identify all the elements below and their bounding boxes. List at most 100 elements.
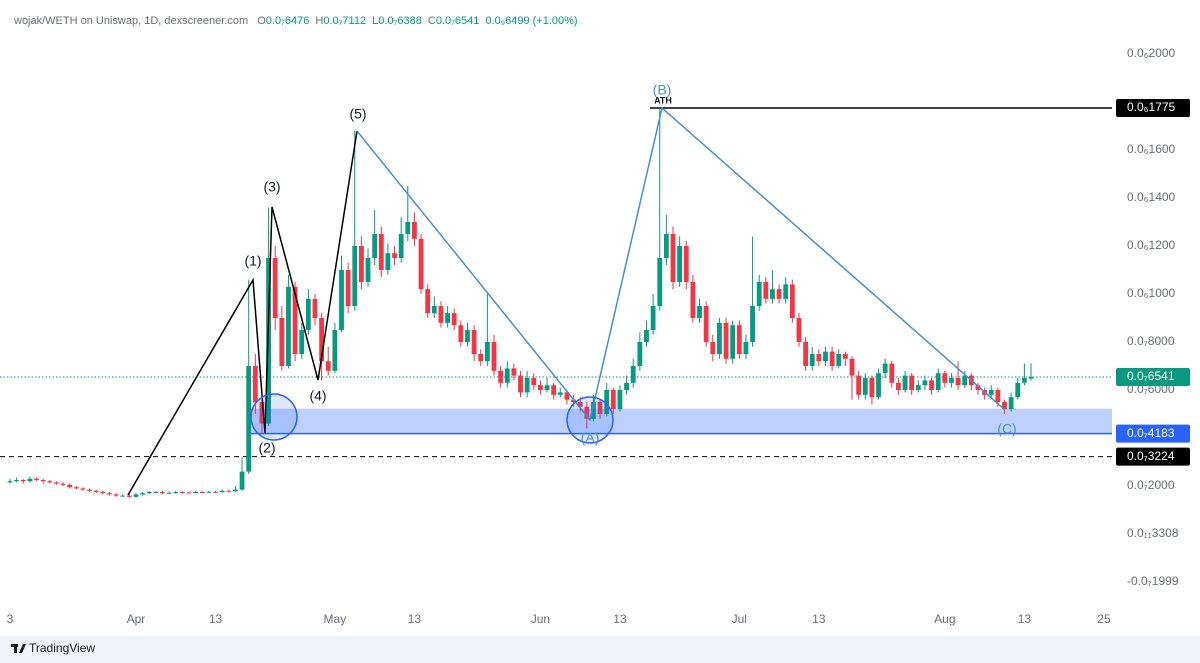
candle-body — [226, 490, 232, 492]
candle-body — [803, 342, 808, 367]
candle-body — [252, 366, 258, 403]
ohlc-key: C — [428, 15, 436, 27]
candle-body — [710, 342, 716, 355]
y-tick-label: 0.0₆1400 — [1127, 190, 1176, 204]
price-label-box — [1116, 424, 1190, 443]
candle-body — [876, 373, 881, 398]
candle-body — [723, 322, 729, 359]
candle-body — [398, 234, 404, 259]
candle-body — [358, 246, 364, 283]
candle-body — [650, 306, 656, 331]
candle-body — [279, 318, 285, 367]
wave-label: (3) — [263, 179, 280, 195]
x-tick-label: Jul — [732, 612, 747, 626]
candle-body — [206, 491, 212, 493]
candle-body — [385, 253, 391, 271]
candle-body — [14, 480, 20, 482]
candle-body — [789, 284, 795, 319]
wave-label: (5) — [349, 106, 366, 122]
candle-body — [776, 289, 782, 299]
candle-body — [47, 481, 53, 483]
footer-bar — [0, 636, 1200, 663]
candle-body — [644, 330, 649, 343]
candle-body — [730, 325, 736, 359]
candle-body — [909, 375, 915, 391]
y-tick-label: -0.0₇1999 — [1127, 574, 1179, 588]
candle-body — [524, 378, 530, 393]
candle-body — [1015, 382, 1021, 398]
brand-logo — [11, 644, 26, 653]
candle-body — [93, 490, 99, 493]
candle-body — [504, 368, 510, 383]
candle-body — [862, 378, 868, 395]
candle-body — [133, 494, 139, 497]
candle-body — [412, 222, 417, 239]
candle-body — [889, 363, 895, 383]
candle-body — [173, 492, 179, 494]
candle-body — [339, 270, 344, 331]
candle-body — [518, 375, 523, 393]
candle-body — [683, 246, 689, 283]
impulse-wave — [127, 130, 358, 496]
candle-body — [352, 246, 358, 307]
candle-body — [272, 258, 278, 319]
candle-body — [955, 378, 961, 386]
x-tick-label: 25 — [1097, 612, 1111, 626]
candle-body — [7, 481, 13, 483]
candle-body — [27, 478, 33, 482]
candle-body — [584, 406, 590, 419]
price-label: 0.0₇3224 — [1127, 449, 1175, 463]
wave-label: (2) — [258, 440, 275, 456]
candle-body — [126, 495, 132, 497]
candle-body — [418, 238, 424, 290]
candle-body — [975, 385, 981, 391]
candle-body — [160, 492, 165, 494]
wave-drawings — [127, 106, 1006, 496]
candle-body — [902, 375, 908, 391]
x-tick-label: Jun — [531, 612, 550, 626]
candle-body — [823, 351, 828, 362]
candle-body — [392, 253, 397, 259]
candle-body — [942, 373, 948, 383]
candle-body — [571, 399, 576, 403]
candle-body — [372, 234, 378, 259]
candle-body — [690, 282, 696, 319]
ohlc-value: 0.0₇6476 — [266, 15, 310, 27]
logo-part — [19, 644, 26, 653]
candle-body — [319, 318, 325, 362]
candle-body — [186, 492, 192, 494]
candle-body — [770, 289, 775, 299]
wave-label: (A) — [581, 430, 600, 446]
candle-body — [577, 402, 583, 407]
support-zone — [250, 408, 1112, 434]
candle-body — [292, 286, 298, 355]
candle-body — [113, 494, 119, 496]
candle-body — [829, 351, 835, 367]
x-tick-label: 13 — [209, 612, 223, 626]
highlight-circle — [566, 396, 614, 444]
candle-body — [717, 322, 722, 355]
y-tick-label: 0.0₇8000 — [1127, 334, 1175, 348]
candle-body — [703, 306, 709, 343]
candle-body — [438, 306, 444, 323]
candle-body — [531, 378, 537, 386]
candle-body — [40, 480, 46, 482]
candle-body — [445, 313, 450, 323]
price-label-box — [1116, 447, 1190, 466]
price-label: 0.0₇4183 — [1127, 426, 1175, 440]
y-tick-label: 0.0₆1000 — [1127, 286, 1176, 300]
candle-body — [995, 390, 1001, 403]
candle-body — [120, 495, 126, 497]
candle-body — [259, 402, 265, 424]
candle-body — [239, 471, 245, 490]
candle-body — [617, 390, 623, 410]
candle-body — [484, 342, 490, 362]
candle-body — [869, 378, 875, 398]
price-label-box — [1116, 368, 1190, 387]
ohlc-value: 0.0₇6541 — [436, 15, 480, 27]
candle-body — [246, 366, 252, 472]
y-tick-label: 0.0₆1600 — [1127, 142, 1176, 156]
candle-body — [107, 493, 112, 495]
x-tick-label: 13 — [1018, 612, 1032, 626]
